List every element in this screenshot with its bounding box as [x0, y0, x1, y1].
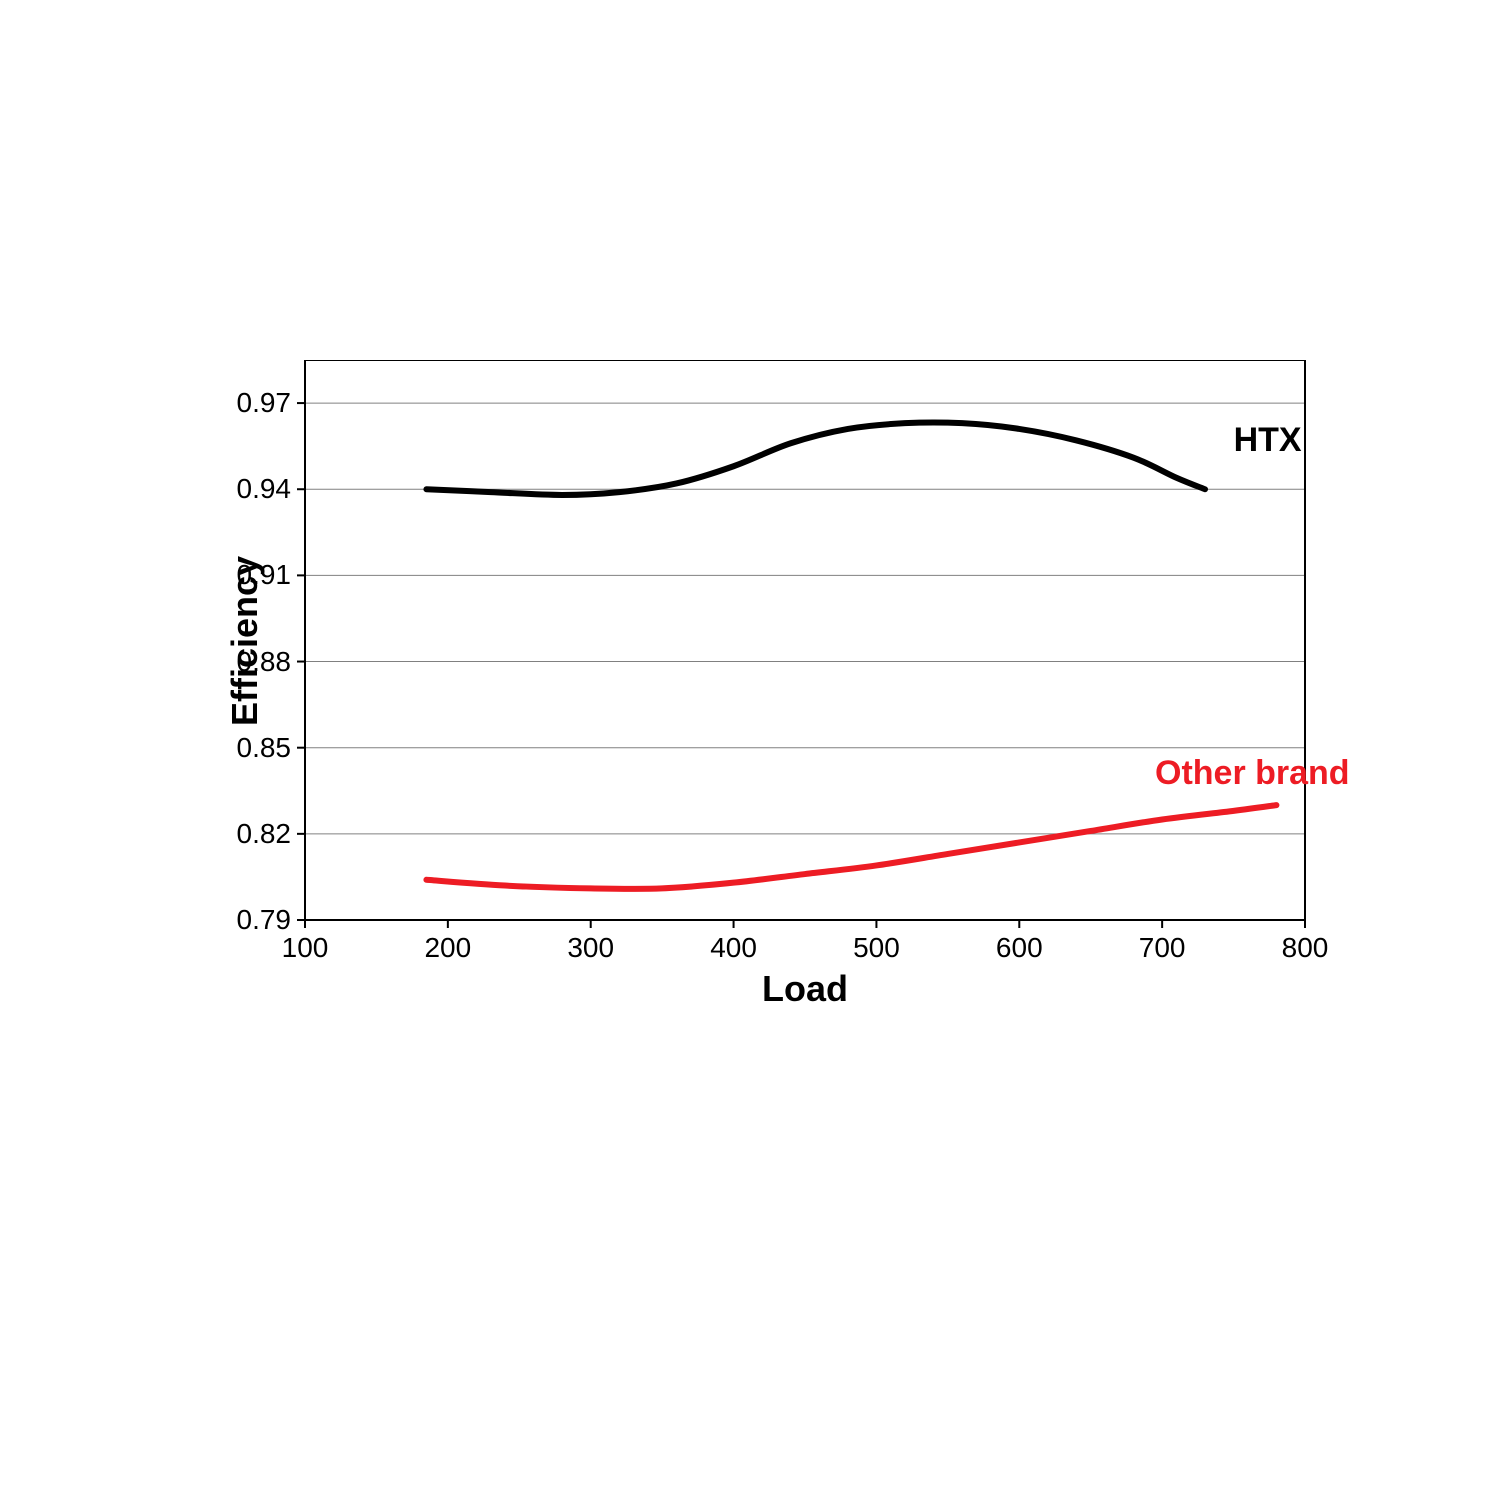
x-axis-label: Load [745, 968, 865, 1010]
x-tick-label: 200 [418, 932, 478, 964]
series-label: Other brand [1155, 754, 1350, 793]
y-tick-label: 0.97 [237, 387, 292, 419]
x-tick-label: 100 [275, 932, 335, 964]
x-tick-label: 500 [846, 932, 906, 964]
series-label: HTX [1234, 421, 1302, 460]
x-tick-label: 400 [704, 932, 764, 964]
y-tick-label: 0.94 [237, 473, 292, 505]
y-tick-label: 0.91 [237, 559, 292, 591]
y-tick-label: 0.88 [237, 646, 292, 678]
y-tick-label: 0.85 [237, 732, 292, 764]
y-tick-label: 0.79 [237, 904, 292, 936]
efficiency-chart: Efficiency Load 100200300400500600700800… [165, 360, 1335, 1040]
y-tick-label: 0.82 [237, 818, 292, 850]
series-line [426, 422, 1205, 495]
x-tick-label: 300 [561, 932, 621, 964]
x-tick-label: 800 [1275, 932, 1335, 964]
series-line [426, 805, 1276, 889]
x-tick-label: 600 [989, 932, 1049, 964]
x-tick-label: 700 [1132, 932, 1192, 964]
